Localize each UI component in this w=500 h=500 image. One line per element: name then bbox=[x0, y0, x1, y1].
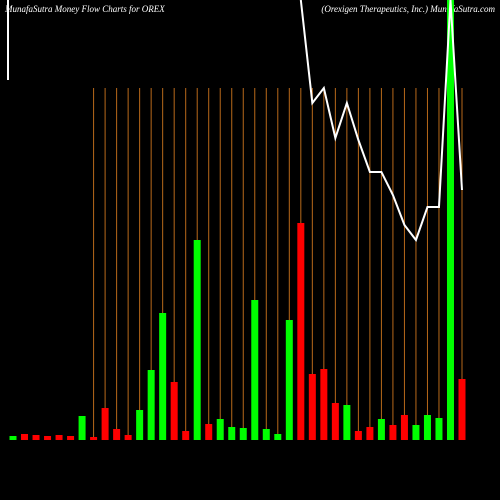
bar bbox=[67, 436, 75, 440]
bar bbox=[435, 418, 443, 440]
bar bbox=[366, 427, 374, 440]
bar bbox=[136, 410, 144, 440]
bar bbox=[262, 429, 270, 440]
chart-title: MunafaSutra Money Flow Charts for OREX bbox=[4, 4, 165, 14]
bar bbox=[297, 223, 305, 440]
bar bbox=[285, 320, 293, 440]
bar bbox=[354, 431, 362, 440]
bar bbox=[320, 369, 328, 440]
bar bbox=[101, 408, 109, 440]
bar bbox=[124, 435, 132, 440]
bar bbox=[274, 434, 282, 440]
bar bbox=[205, 424, 213, 440]
bar bbox=[113, 429, 121, 440]
bar bbox=[159, 313, 167, 440]
bar bbox=[458, 379, 466, 440]
bar bbox=[331, 403, 339, 440]
bar bbox=[308, 374, 316, 440]
bar bbox=[216, 419, 224, 440]
bar bbox=[377, 419, 385, 440]
bar bbox=[90, 437, 98, 440]
bar bbox=[389, 425, 397, 440]
bar bbox=[182, 431, 190, 440]
bar bbox=[9, 436, 17, 440]
chart-subtitle: (Orexigen Therapeutics, Inc.) MunafaSutr… bbox=[321, 4, 495, 14]
bar bbox=[412, 425, 420, 440]
bar bbox=[170, 382, 178, 440]
bar bbox=[32, 435, 40, 440]
bar bbox=[193, 240, 201, 440]
bar bbox=[78, 416, 86, 440]
bar bbox=[400, 415, 408, 440]
bar bbox=[21, 434, 29, 440]
bar bbox=[55, 435, 63, 440]
price-line bbox=[7, 0, 463, 243]
bar bbox=[147, 370, 155, 440]
bar bbox=[423, 415, 431, 440]
bar bbox=[343, 405, 351, 440]
bar bbox=[446, 0, 454, 440]
bar bbox=[239, 428, 247, 440]
bar bbox=[251, 300, 259, 440]
bar bbox=[44, 436, 52, 440]
bar bbox=[228, 427, 236, 440]
